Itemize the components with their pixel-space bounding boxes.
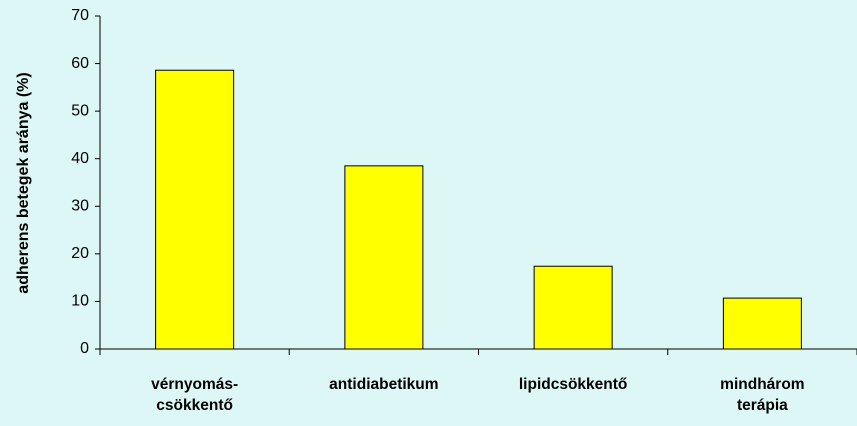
y-tick-label: 40 [71, 150, 89, 167]
y-tick-label: 50 [71, 102, 89, 119]
x-tick-label: antidiabetikum [329, 376, 438, 393]
y-tick-label: 20 [71, 245, 89, 262]
y-tick-label: 30 [71, 198, 89, 215]
y-tick-label: 70 [71, 7, 89, 24]
y-tick-label: 0 [80, 340, 89, 357]
x-tick-label: vérnyomás-csökkentő [151, 376, 238, 414]
bar [533, 265, 613, 350]
y-axis-title: adherens betegek aránya (%) [15, 72, 32, 293]
y-tick-label: 10 [71, 293, 89, 310]
x-tick-label: mindhárom terápia [720, 376, 804, 414]
y-tick-label: 60 [71, 55, 89, 72]
bar [722, 297, 802, 350]
bar [155, 69, 235, 350]
bar [344, 165, 424, 350]
x-tick-label: lipidcsökkentő [519, 376, 628, 393]
